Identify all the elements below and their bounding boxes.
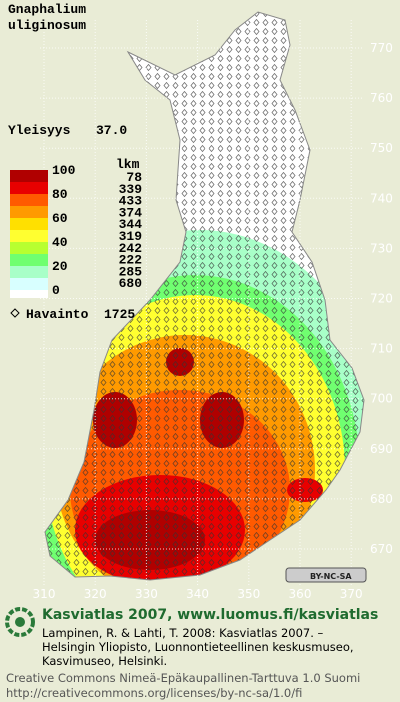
legend-swatch <box>10 218 48 230</box>
legend-swatch <box>10 266 48 278</box>
logo <box>5 607 35 637</box>
license: Creative Commons Nimeä-Epäkaupallinen-Ta… <box>6 671 360 685</box>
legend-swatch <box>10 278 48 290</box>
legend-count: 680 <box>119 276 143 291</box>
y-label: 710 <box>370 342 393 356</box>
legend-label: 60 <box>52 211 68 226</box>
x-label: 320 <box>84 587 107 601</box>
citation: Lampinen, R. & Lahti, T. 2008: Kasviatla… <box>42 626 324 640</box>
frequency-value: 37.0 <box>96 123 127 138</box>
x-label: 360 <box>289 587 312 601</box>
legend-swatch <box>10 182 48 194</box>
y-label: 700 <box>370 392 393 406</box>
license-url[interactable]: http://creativecommons.org/licenses/by-n… <box>6 686 302 700</box>
axes: 770 760 750 740 730 720 710 700 690 680 670 310 320 3… <box>33 20 393 601</box>
x-label: 340 <box>186 587 209 601</box>
y-label: 670 <box>370 542 393 556</box>
legend-count: 222 <box>119 253 143 268</box>
y-label: 690 <box>370 442 393 456</box>
legend-swatch <box>10 170 48 182</box>
legend-label: 0 <box>52 283 60 298</box>
observation-symbol <box>10 308 20 318</box>
frequency-label: Yleisyys <box>8 123 71 138</box>
cc-badge[interactable] <box>285 567 367 583</box>
legend-count: 285 <box>119 264 143 279</box>
legend-label: 80 <box>52 187 68 202</box>
legend-swatch <box>10 230 48 242</box>
legend-swatch <box>10 194 48 206</box>
legend-count: 319 <box>119 229 143 244</box>
legend-swatch <box>10 290 48 298</box>
observations-label: Havainto <box>26 307 89 322</box>
logo-title[interactable]: Kasviatlas 2007, www.luomus.fi/kasviatla… <box>42 607 378 623</box>
x-label: 310 <box>33 587 56 601</box>
legend-count: 78 <box>126 170 142 185</box>
citation: Helsingin Yliopisto, Luonnontieteellinen… <box>42 640 354 654</box>
legend-label: 100 <box>52 163 76 178</box>
citation: Kasvimuseo, Helsinki. <box>42 654 167 668</box>
x-label: 370 <box>340 587 363 601</box>
legend-count: 339 <box>119 182 143 197</box>
y-label: 730 <box>370 241 393 255</box>
legend: 100 80 60 40 20 0 7833943337434431924222228568… <box>10 163 142 298</box>
legend-count: 374 <box>119 205 143 220</box>
x-label: 350 <box>237 587 260 601</box>
title: uliginosum <box>8 18 86 33</box>
y-label: 720 <box>370 292 393 306</box>
cc-badge-text: BY-NC-SA <box>310 572 352 581</box>
y-label: 750 <box>370 141 393 155</box>
y-label: 770 <box>370 41 393 55</box>
legend-label: 40 <box>52 235 68 250</box>
y-label: 740 <box>370 191 393 205</box>
legend-swatch <box>10 206 48 218</box>
observations-value: 1725 <box>104 307 135 322</box>
legend-count: 433 <box>119 194 143 209</box>
title: Gnaphalium <box>8 2 86 17</box>
x-label: 330 <box>135 587 158 601</box>
legend-count: 242 <box>119 241 143 256</box>
count-header: lkm <box>116 157 140 172</box>
legend-label: 20 <box>52 259 68 274</box>
legend-swatch <box>10 254 48 266</box>
y-label: 760 <box>370 91 393 105</box>
logo <box>15 617 25 627</box>
legend-count: 344 <box>119 217 143 232</box>
legend-swatch <box>10 242 48 254</box>
y-label: 680 <box>370 492 393 506</box>
